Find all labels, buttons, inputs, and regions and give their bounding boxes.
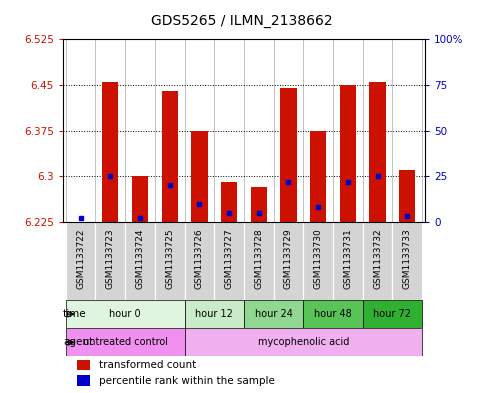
Text: hour 48: hour 48 bbox=[314, 309, 352, 319]
Text: hour 0: hour 0 bbox=[109, 309, 141, 319]
Text: percentile rank within the sample: percentile rank within the sample bbox=[99, 376, 275, 386]
Bar bbox=[340, 85, 356, 222]
Text: agent: agent bbox=[63, 337, 93, 347]
Bar bbox=[369, 82, 386, 222]
Text: time: time bbox=[63, 309, 87, 319]
Bar bbox=[125, 222, 155, 300]
Bar bbox=[185, 300, 244, 328]
Bar bbox=[303, 222, 333, 300]
Bar bbox=[191, 130, 208, 222]
Bar bbox=[280, 88, 297, 222]
Bar bbox=[161, 91, 178, 222]
Text: GSM1133729: GSM1133729 bbox=[284, 228, 293, 289]
Bar bbox=[251, 187, 267, 222]
Bar bbox=[399, 170, 415, 222]
Text: GSM1133722: GSM1133722 bbox=[76, 228, 85, 288]
Bar bbox=[66, 222, 96, 300]
Text: GSM1133724: GSM1133724 bbox=[136, 228, 144, 288]
Bar bbox=[363, 222, 392, 300]
Text: transformed count: transformed count bbox=[99, 360, 196, 370]
Text: GDS5265 / ILMN_2138662: GDS5265 / ILMN_2138662 bbox=[151, 14, 332, 28]
Bar bbox=[66, 328, 185, 356]
Bar bbox=[303, 300, 363, 328]
Text: hour 24: hour 24 bbox=[255, 309, 293, 319]
Text: GSM1133730: GSM1133730 bbox=[313, 228, 323, 289]
Text: GSM1133723: GSM1133723 bbox=[106, 228, 115, 289]
Text: GSM1133728: GSM1133728 bbox=[254, 228, 263, 289]
Text: untreated control: untreated control bbox=[83, 337, 168, 347]
Bar bbox=[214, 222, 244, 300]
Text: mycophenolic acid: mycophenolic acid bbox=[257, 337, 349, 347]
Bar bbox=[102, 82, 118, 222]
Bar bbox=[244, 222, 273, 300]
Text: GSM1133726: GSM1133726 bbox=[195, 228, 204, 289]
Bar bbox=[310, 130, 327, 222]
Text: hour 72: hour 72 bbox=[373, 309, 412, 319]
Bar bbox=[185, 222, 214, 300]
Bar bbox=[155, 222, 185, 300]
Bar bbox=[77, 375, 90, 386]
Bar bbox=[273, 222, 303, 300]
Text: GSM1133732: GSM1133732 bbox=[373, 228, 382, 289]
Bar bbox=[96, 222, 125, 300]
Text: GSM1133731: GSM1133731 bbox=[343, 228, 352, 289]
Text: hour 12: hour 12 bbox=[195, 309, 233, 319]
Bar bbox=[363, 300, 422, 328]
Text: GSM1133727: GSM1133727 bbox=[225, 228, 234, 289]
Text: GSM1133725: GSM1133725 bbox=[165, 228, 174, 289]
Bar bbox=[185, 328, 422, 356]
Bar bbox=[132, 176, 148, 222]
Bar bbox=[333, 222, 363, 300]
Bar bbox=[244, 300, 303, 328]
Bar bbox=[221, 182, 237, 222]
Bar bbox=[66, 300, 185, 328]
Bar bbox=[392, 222, 422, 300]
Text: GSM1133733: GSM1133733 bbox=[403, 228, 412, 289]
Bar bbox=[77, 360, 90, 370]
